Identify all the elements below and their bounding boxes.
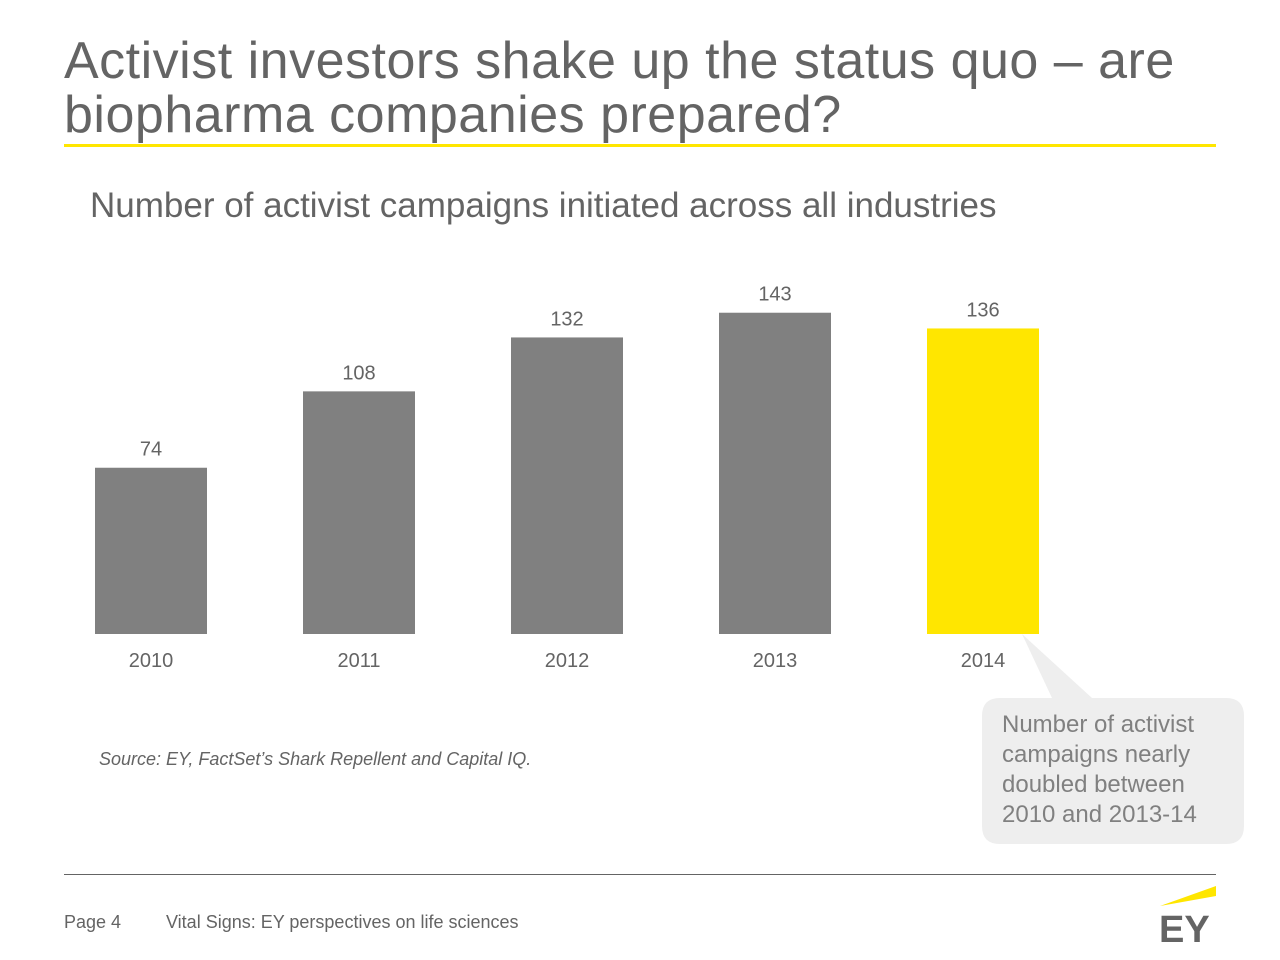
footer-divider <box>64 874 1216 875</box>
callout: Number of activist campaigns nearly doub… <box>982 634 1244 844</box>
page-number: Page 4 <box>64 912 122 932</box>
data-label-2014: 136 <box>966 299 999 321</box>
bar-2012 <box>511 337 623 634</box>
callout-text: Number of activist campaigns nearly doub… <box>1002 711 1197 828</box>
x-tick-label-2014: 2014 <box>961 650 1006 672</box>
data-label-2011: 108 <box>342 362 375 384</box>
x-tick-label-2011: 2011 <box>337 650 380 672</box>
bar-2013 <box>719 312 831 634</box>
x-tick-label-2013: 2013 <box>753 650 798 672</box>
bar-2010 <box>95 467 207 634</box>
chart-subtitle: Number of activist campaigns initiated a… <box>90 186 997 225</box>
title-underline <box>64 144 1216 147</box>
bar-2014 <box>927 328 1039 634</box>
page-title: Activist investors shake up the status q… <box>64 32 1175 144</box>
data-label-2013: 143 <box>758 284 791 306</box>
source-note: Source: EY, FactSet’s Shark Repellent an… <box>99 749 532 769</box>
bar-2011 <box>303 391 415 634</box>
publication-title: Vital Signs: EY perspectives on life sci… <box>166 912 519 932</box>
bar-chart: 74 2010 108 2011 132 2012 143 2013 136 2014 <box>95 284 1039 672</box>
x-tick-label-2010: 2010 <box>129 650 174 672</box>
x-tick-label-2012: 2012 <box>545 650 590 672</box>
ey-logo-text: EY <box>1159 909 1210 944</box>
data-label-2010: 74 <box>140 439 162 461</box>
data-label-2012: 132 <box>550 308 583 330</box>
callout-bubble <box>982 634 1244 844</box>
ey-logo-icon: EY <box>1159 886 1216 944</box>
